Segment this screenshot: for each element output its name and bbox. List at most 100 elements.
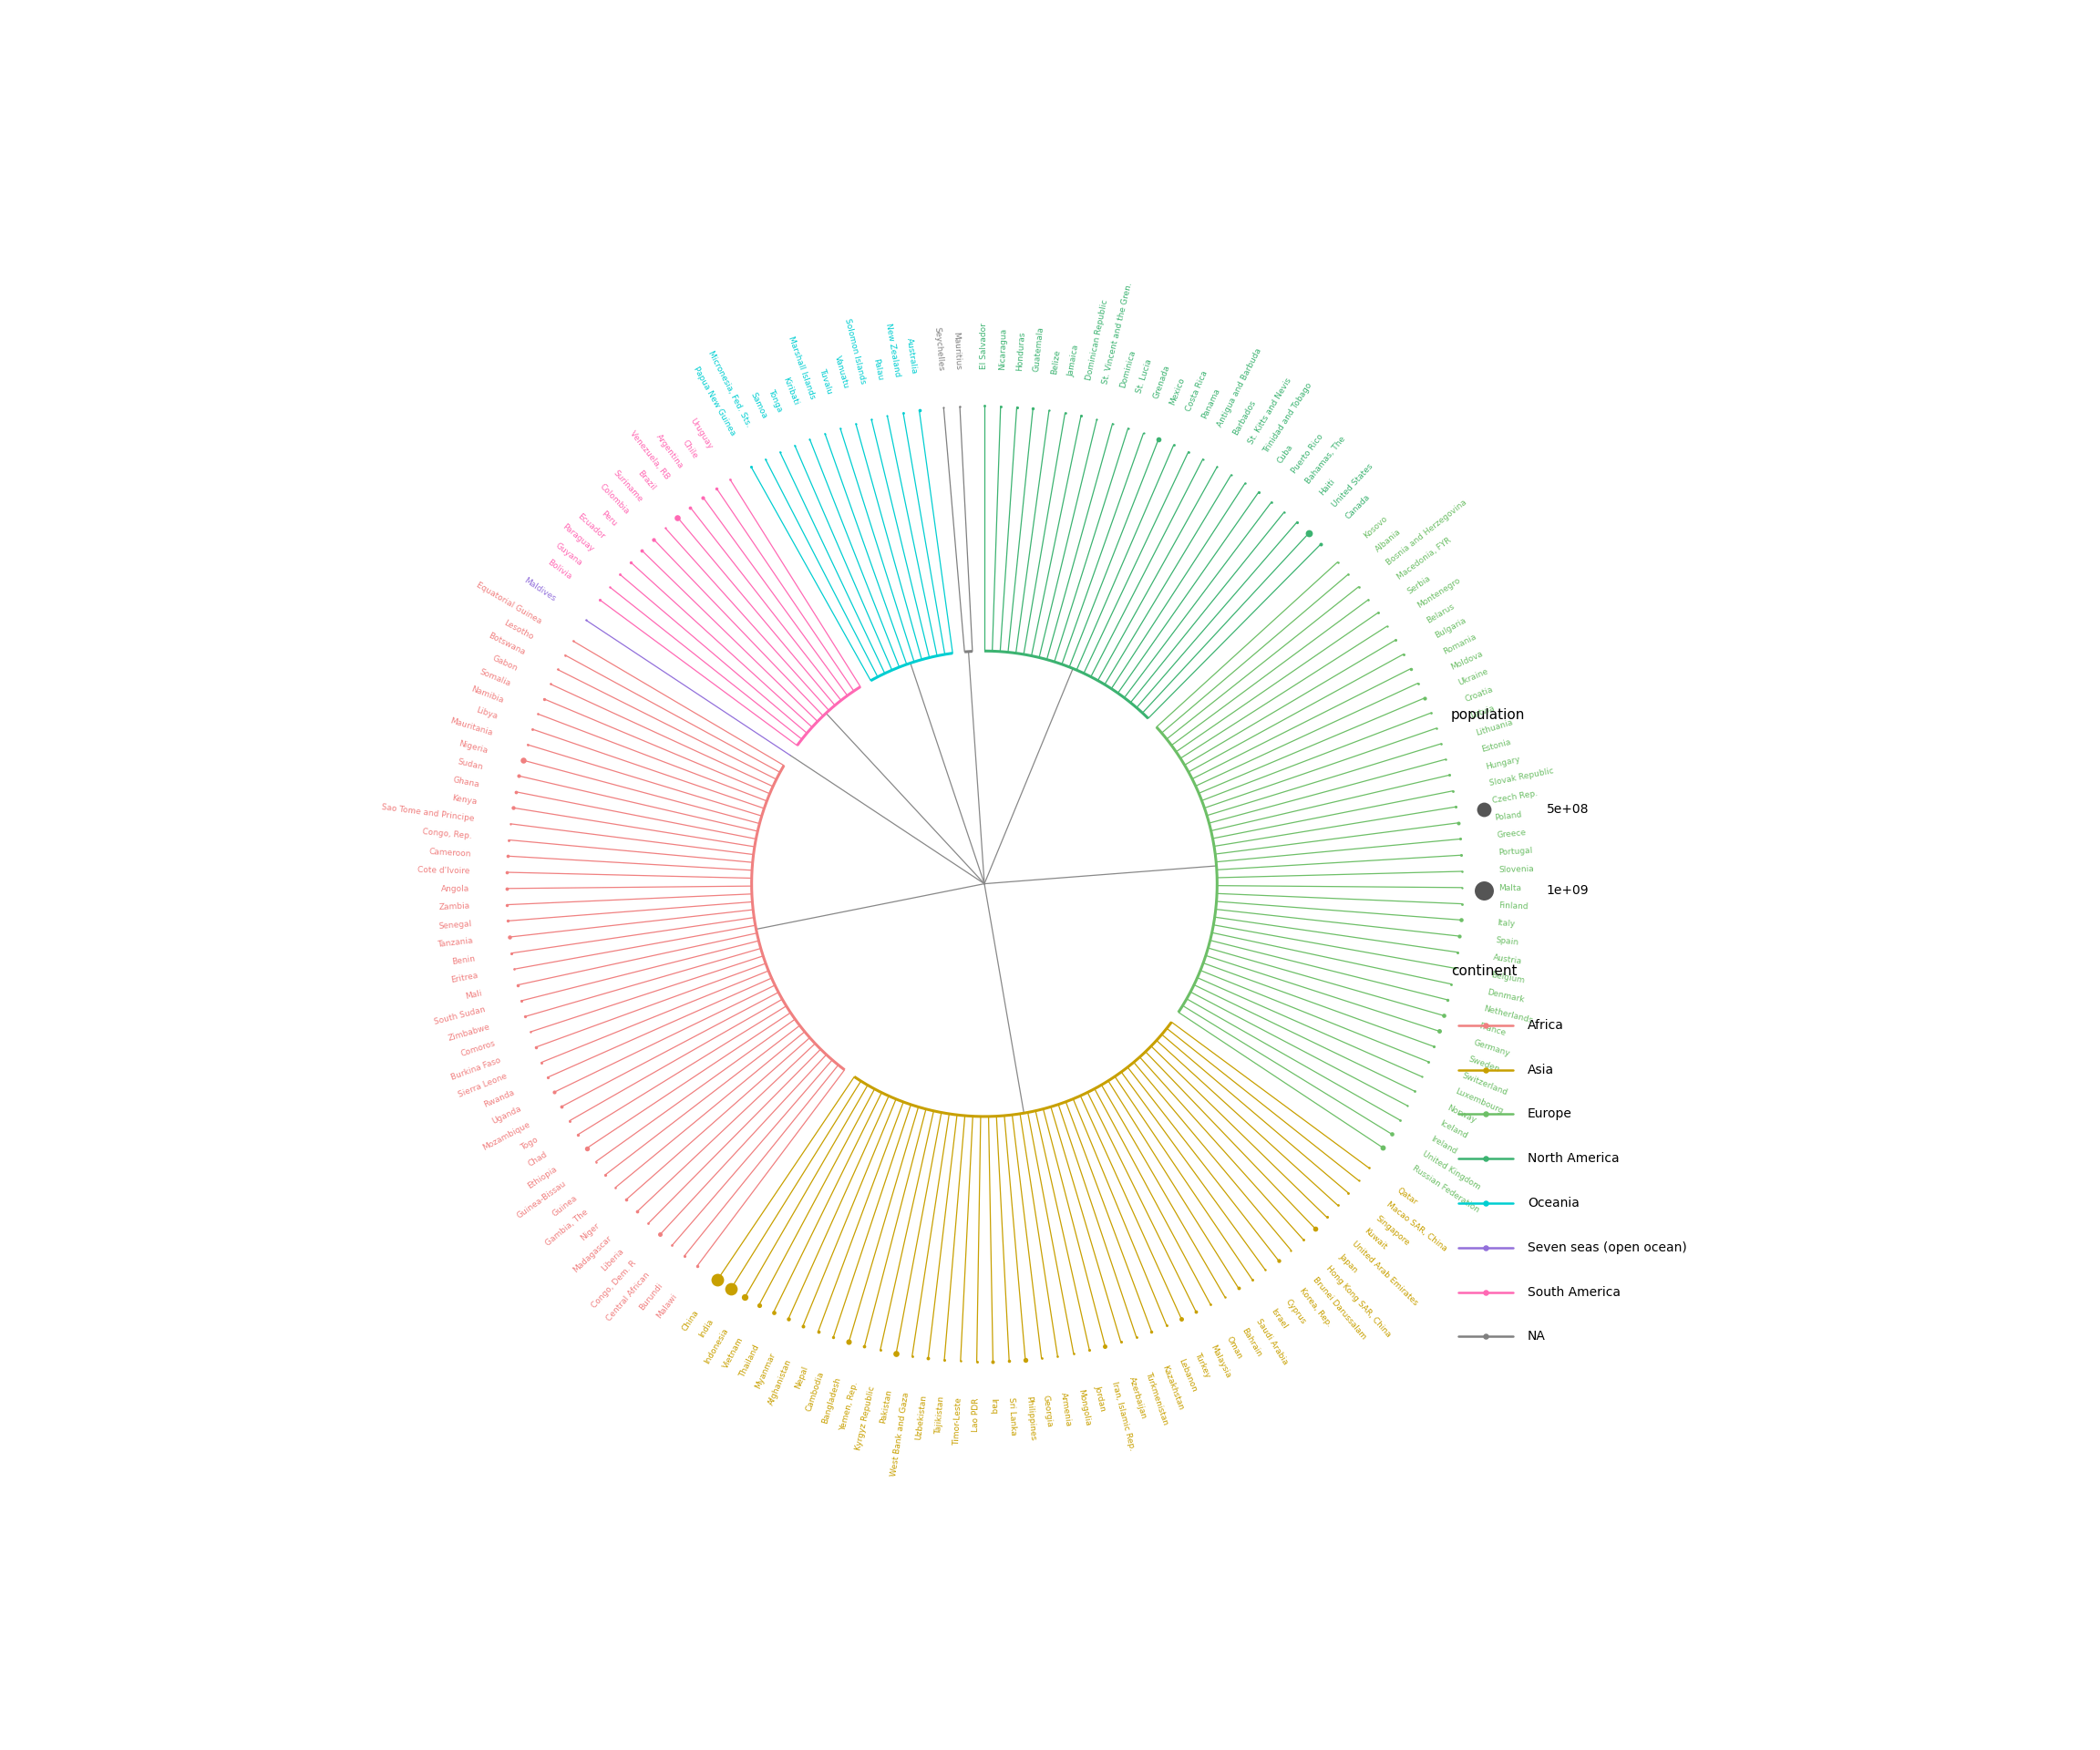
- Point: [1321, 548, 1354, 576]
- Text: Armenia: Armenia: [1058, 1391, 1073, 1426]
- Text: Tonga: Tonga: [767, 388, 783, 413]
- Point: [531, 1064, 565, 1092]
- Text: Sri Lanka: Sri Lanka: [1008, 1397, 1016, 1437]
- Text: Benin: Benin: [452, 954, 477, 966]
- Point: [1506, 730, 1539, 758]
- Point: [489, 858, 523, 886]
- Text: Malta: Malta: [1499, 884, 1523, 893]
- Text: Kenya: Kenya: [452, 795, 477, 807]
- Point: [557, 626, 590, 655]
- Text: Sweden: Sweden: [1466, 1055, 1499, 1075]
- Point: [1407, 684, 1441, 712]
- Text: Burundi: Burundi: [638, 1281, 666, 1312]
- Point: [643, 1220, 676, 1248]
- Text: Kosovo: Kosovo: [1363, 514, 1388, 541]
- Text: Grenada: Grenada: [1151, 364, 1172, 401]
- Text: Bulgaria: Bulgaria: [1434, 616, 1468, 640]
- Text: Tajikistan: Tajikistan: [934, 1397, 945, 1435]
- Text: Cote d'Ivoire: Cote d'Ivoire: [418, 866, 470, 875]
- Point: [514, 716, 548, 744]
- Text: Barbados: Barbados: [1231, 399, 1258, 436]
- Point: [1208, 1283, 1241, 1311]
- Point: [1445, 873, 1478, 901]
- Text: Bolivia: Bolivia: [546, 558, 573, 581]
- Point: [1445, 842, 1478, 870]
- Point: [1506, 567, 1539, 595]
- Text: Israel: Israel: [1268, 1307, 1289, 1330]
- Text: Seychelles: Seychelles: [932, 327, 945, 371]
- Point: [1420, 714, 1453, 742]
- Text: NA: NA: [1527, 1330, 1546, 1342]
- Point: [1073, 1335, 1107, 1363]
- Text: Central African: Central African: [605, 1271, 651, 1323]
- Point: [1430, 985, 1464, 1013]
- Text: Suriname: Suriname: [611, 469, 645, 504]
- Text: St. Kitts and Nevis: St. Kitts and Nevis: [1247, 376, 1294, 446]
- Point: [1506, 770, 1539, 798]
- Text: Togo: Togo: [519, 1136, 540, 1152]
- Point: [771, 1306, 804, 1334]
- Point: [491, 826, 525, 854]
- Point: [1506, 749, 1539, 777]
- Point: [1426, 1001, 1460, 1029]
- Text: Gambia, The: Gambia, The: [544, 1208, 590, 1248]
- Text: Philippines: Philippines: [1025, 1397, 1037, 1442]
- Point: [748, 444, 781, 473]
- Point: [662, 504, 695, 532]
- Point: [808, 420, 842, 448]
- Point: [1418, 1032, 1451, 1060]
- Point: [613, 548, 647, 576]
- Text: Cuba: Cuba: [1277, 443, 1296, 466]
- Text: St. Lucia: St. Lucia: [1136, 359, 1153, 394]
- Point: [491, 842, 525, 870]
- Point: [1096, 410, 1130, 438]
- Text: Cyprus: Cyprus: [1283, 1297, 1306, 1325]
- Text: Timor-Leste: Timor-Leste: [951, 1398, 962, 1446]
- Point: [538, 1078, 571, 1106]
- Point: [1436, 777, 1470, 805]
- Point: [1352, 586, 1386, 614]
- Text: St. Vincent and the Gren.: St. Vincent and the Gren.: [1103, 282, 1134, 385]
- Text: Austria: Austria: [1493, 954, 1523, 966]
- Text: Haiti: Haiti: [1317, 478, 1336, 497]
- Text: Singapore: Singapore: [1373, 1214, 1411, 1248]
- Point: [1134, 1318, 1168, 1346]
- Point: [714, 466, 748, 493]
- Point: [1443, 922, 1476, 950]
- Text: Equatorial Guinea: Equatorial Guinea: [475, 581, 544, 626]
- Point: [1394, 655, 1428, 683]
- Text: Dominican Republic: Dominican Republic: [1084, 299, 1109, 382]
- Point: [777, 430, 811, 459]
- Point: [1405, 1062, 1439, 1090]
- Point: [525, 1048, 559, 1076]
- Point: [1432, 761, 1466, 789]
- Text: Nicaragua: Nicaragua: [997, 327, 1008, 369]
- Text: Namibia: Namibia: [470, 684, 504, 705]
- Text: France: France: [1478, 1022, 1506, 1038]
- Text: Zambia: Zambia: [439, 903, 470, 912]
- Text: Ethiopia: Ethiopia: [525, 1166, 559, 1190]
- Point: [1250, 1256, 1283, 1284]
- Text: Venezuela, RB: Venezuela, RB: [628, 429, 670, 481]
- Text: Costa Rica: Costa Rica: [1184, 369, 1210, 413]
- Text: Belize: Belize: [1050, 348, 1060, 374]
- Point: [1157, 430, 1191, 459]
- Point: [603, 560, 636, 588]
- Point: [502, 761, 536, 789]
- Text: Yemen, Rep.: Yemen, Rep.: [838, 1381, 859, 1432]
- Point: [519, 1032, 552, 1060]
- Text: Jamaica: Jamaica: [1067, 345, 1082, 378]
- Text: Georgia: Georgia: [1042, 1395, 1054, 1428]
- Text: Iran, Islamic Rep.: Iran, Islamic Rep.: [1111, 1381, 1136, 1451]
- Text: Australia: Australia: [905, 338, 918, 374]
- Text: Somalia: Somalia: [479, 669, 512, 688]
- Point: [491, 907, 525, 935]
- Point: [1287, 1225, 1321, 1253]
- Point: [533, 670, 567, 698]
- Text: Iraq: Iraq: [989, 1398, 998, 1414]
- Text: Malawi: Malawi: [655, 1293, 678, 1321]
- Point: [512, 1018, 546, 1046]
- Text: Pakistan: Pakistan: [880, 1390, 893, 1424]
- Point: [1105, 1328, 1138, 1356]
- Text: Oman: Oman: [1224, 1335, 1243, 1360]
